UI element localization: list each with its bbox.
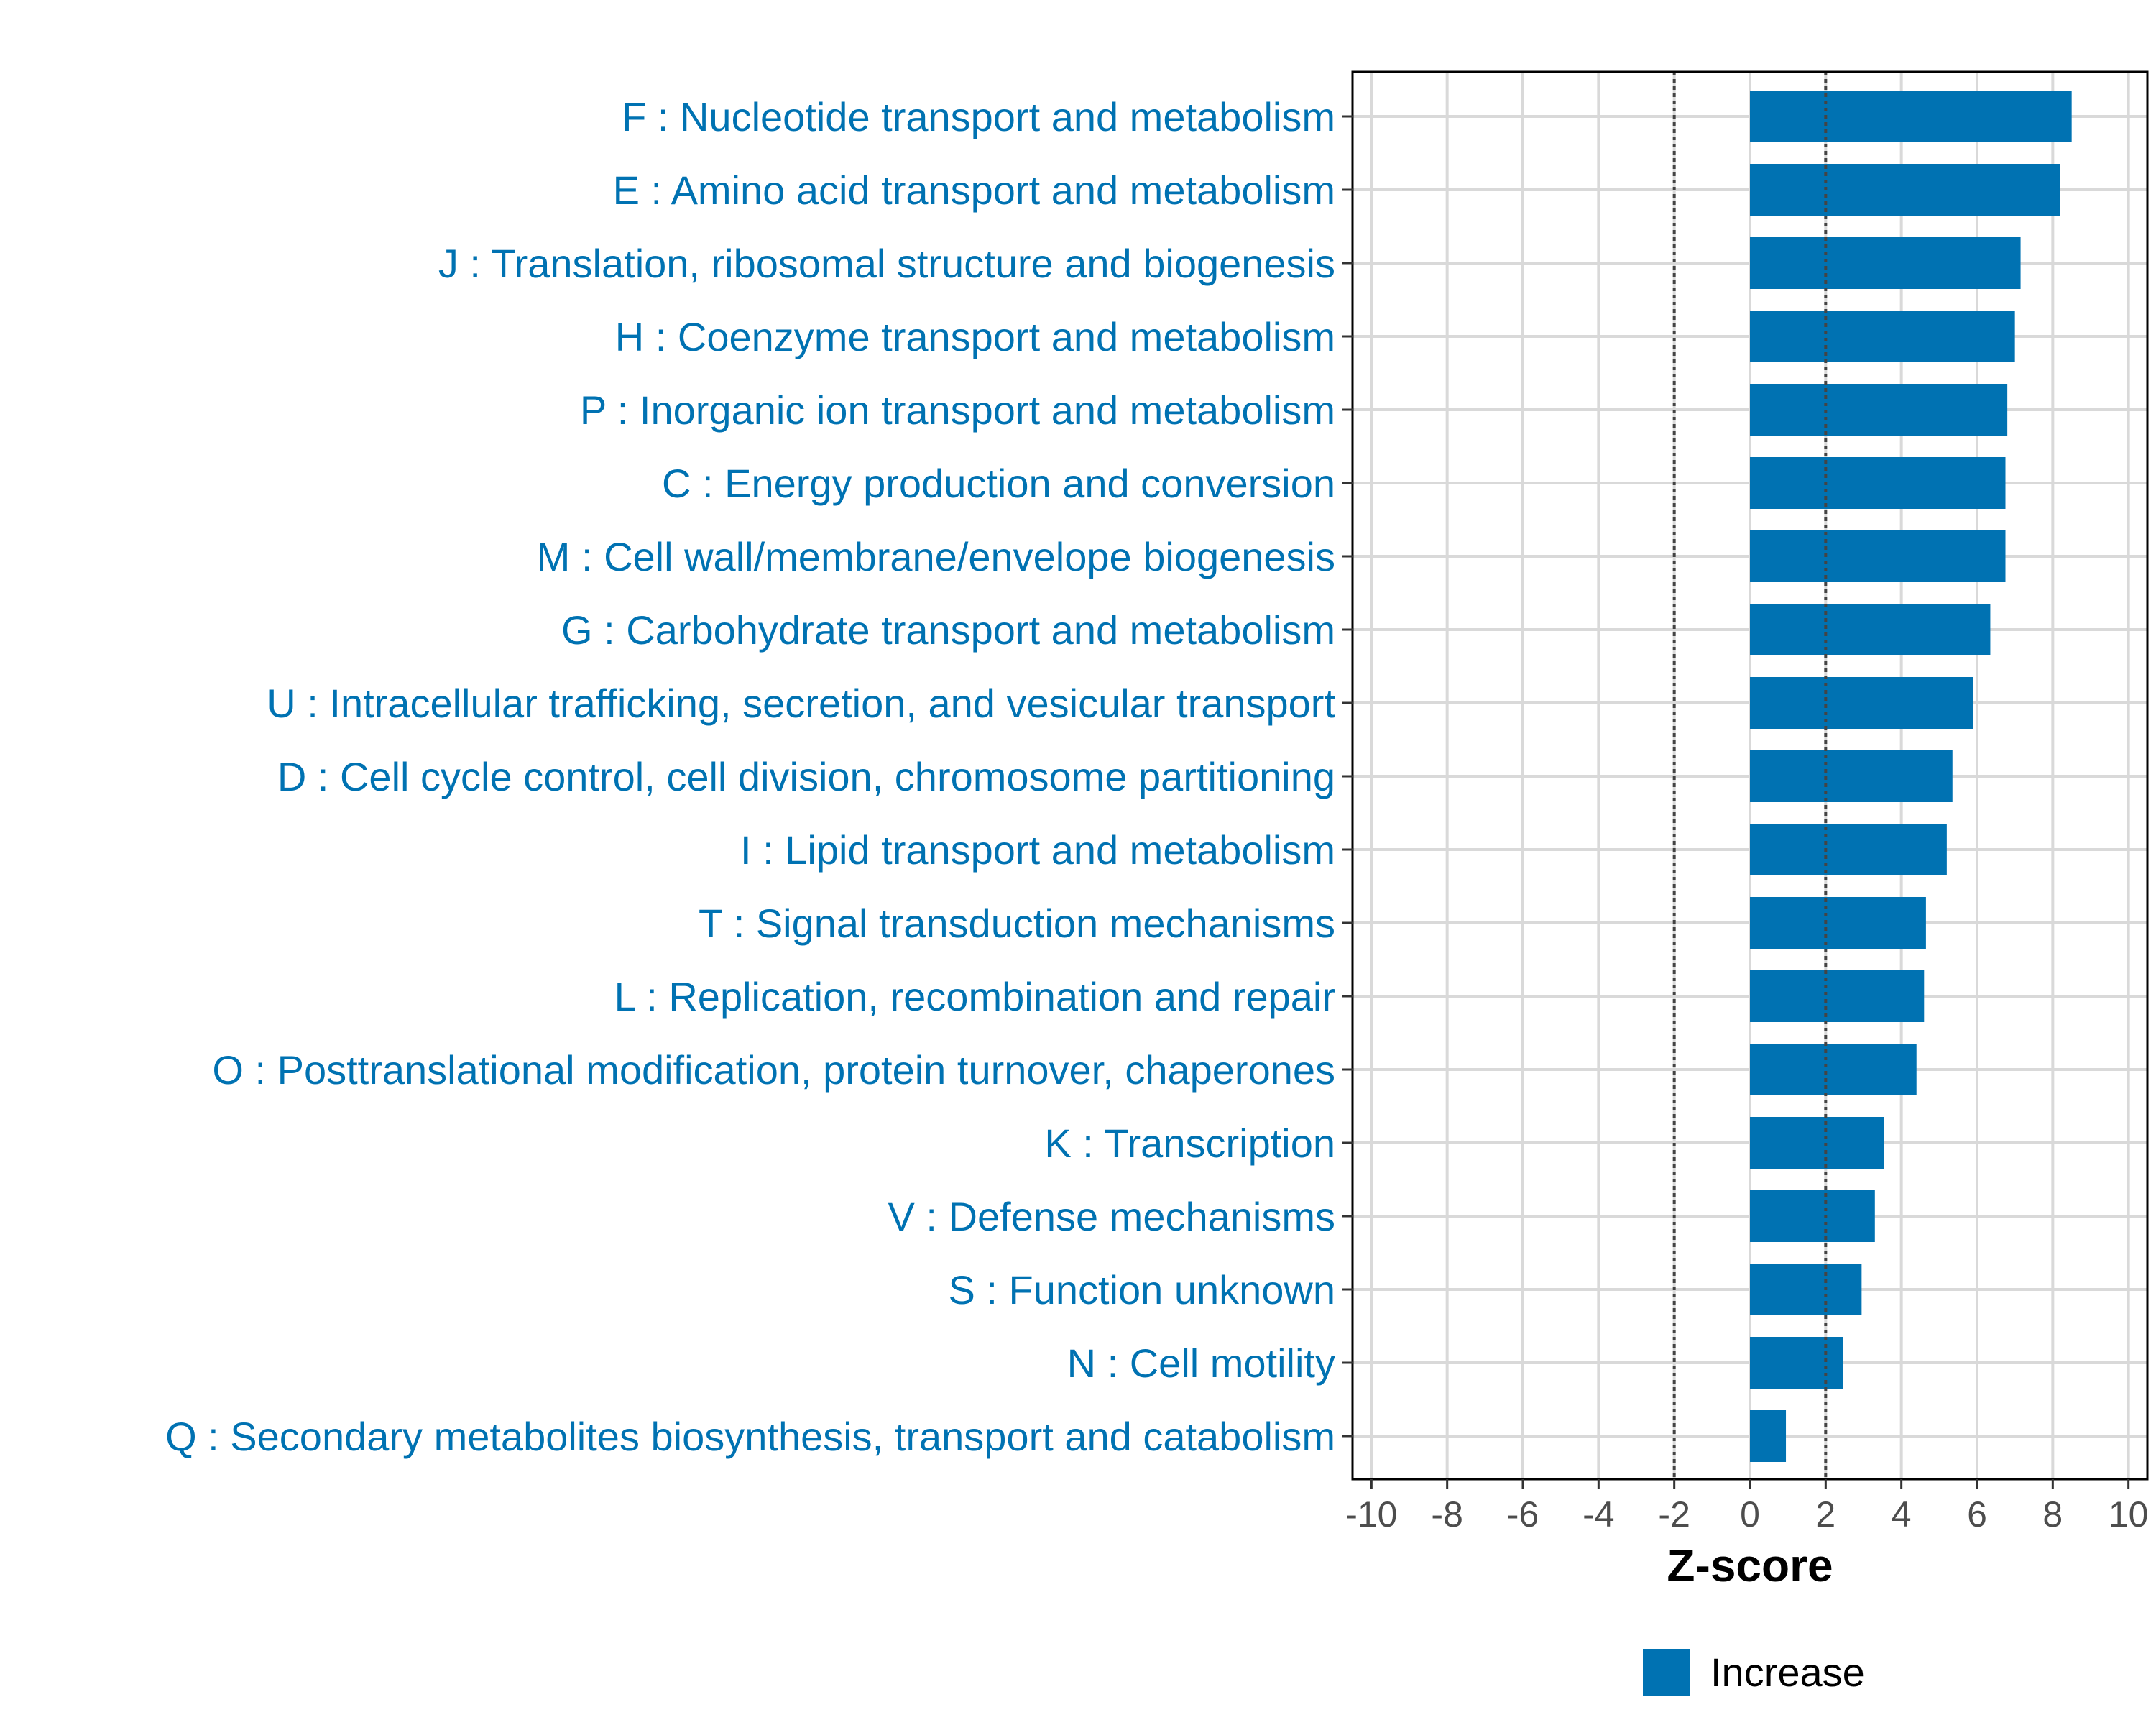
x-tick-label: 4 [1892,1494,1912,1535]
bar [1750,164,2060,216]
bar [1750,1044,1917,1095]
x-axis-title: Z-score [1667,1540,1833,1591]
category-label: N : Cell motility [1067,1340,1335,1386]
bar [1750,1410,1787,1462]
category-label: T : Signal transduction mechanisms [699,901,1335,946]
bar [1750,604,1991,656]
x-tick-label: -6 [1507,1494,1539,1535]
x-tick-label: 2 [1815,1494,1835,1535]
category-label: P : Inorganic ion transport and metaboli… [580,387,1335,433]
legend: Increase [1643,1649,1865,1696]
category-label: E : Amino acid transport and metabolism [613,167,1335,213]
bar [1750,457,2006,509]
category-label: D : Cell cycle control, cell division, c… [277,754,1335,799]
bar [1750,1117,1884,1169]
legend-key-increase [1643,1649,1690,1696]
bars [1750,91,2072,1462]
category-label: H : Coenzyme transport and metabolism [615,314,1335,359]
y-axis: F : Nucleotide transport and metabolism E… [165,94,1353,1459]
bar [1750,384,2008,436]
category-label: I : Lipid transport and metabolism [740,827,1335,873]
category-label: C : Energy production and conversion [662,461,1335,506]
category-label: M : Cell wall/membrane/envelope biogenes… [537,534,1335,579]
bar [1750,310,2015,362]
bar [1750,237,2021,289]
bar [1750,1190,1875,1242]
x-axis: -10 -8 -6 -4 -2 0 2 4 6 8 10 [1345,1479,2148,1535]
x-tick-label: 8 [2042,1494,2063,1535]
category-label: F : Nucleotide transport and metabolism [622,94,1335,139]
bar [1750,91,2072,142]
x-tick-label: -10 [1345,1494,1397,1535]
category-label: L : Replication, recombination and repai… [614,974,1335,1019]
category-label: Q : Secondary metabolites biosynthesis, … [165,1414,1335,1459]
category-label: S : Function unknown [948,1267,1335,1312]
category-label: V : Defense mechanisms [888,1194,1335,1239]
category-label: U : Intracellular trafficking, secretion… [267,681,1335,726]
bar [1750,970,1925,1022]
bar [1750,750,1953,802]
bar [1750,1264,1862,1315]
x-tick-label: 0 [1740,1494,1760,1535]
x-tick-label: -8 [1431,1494,1462,1535]
legend-label-increase: Increase [1710,1650,1865,1695]
category-label: K : Transcription [1044,1121,1335,1166]
category-label: J : Translation, ribosomal structure and… [438,241,1335,286]
reference-lines [1672,72,1828,1479]
bar [1750,1337,1843,1389]
bar [1750,530,2006,582]
x-tick-label: 6 [1967,1494,1987,1535]
category-label: G : Carbohydrate transport and metabolis… [561,607,1335,653]
bar [1750,897,1926,949]
bar [1750,677,1973,729]
category-label: O : Posttranslational modification, prot… [212,1047,1335,1092]
x-tick-label: 10 [2109,1494,2149,1535]
bar [1750,824,1947,875]
x-tick-label: -2 [1658,1494,1690,1535]
x-tick-label: -4 [1583,1494,1614,1535]
